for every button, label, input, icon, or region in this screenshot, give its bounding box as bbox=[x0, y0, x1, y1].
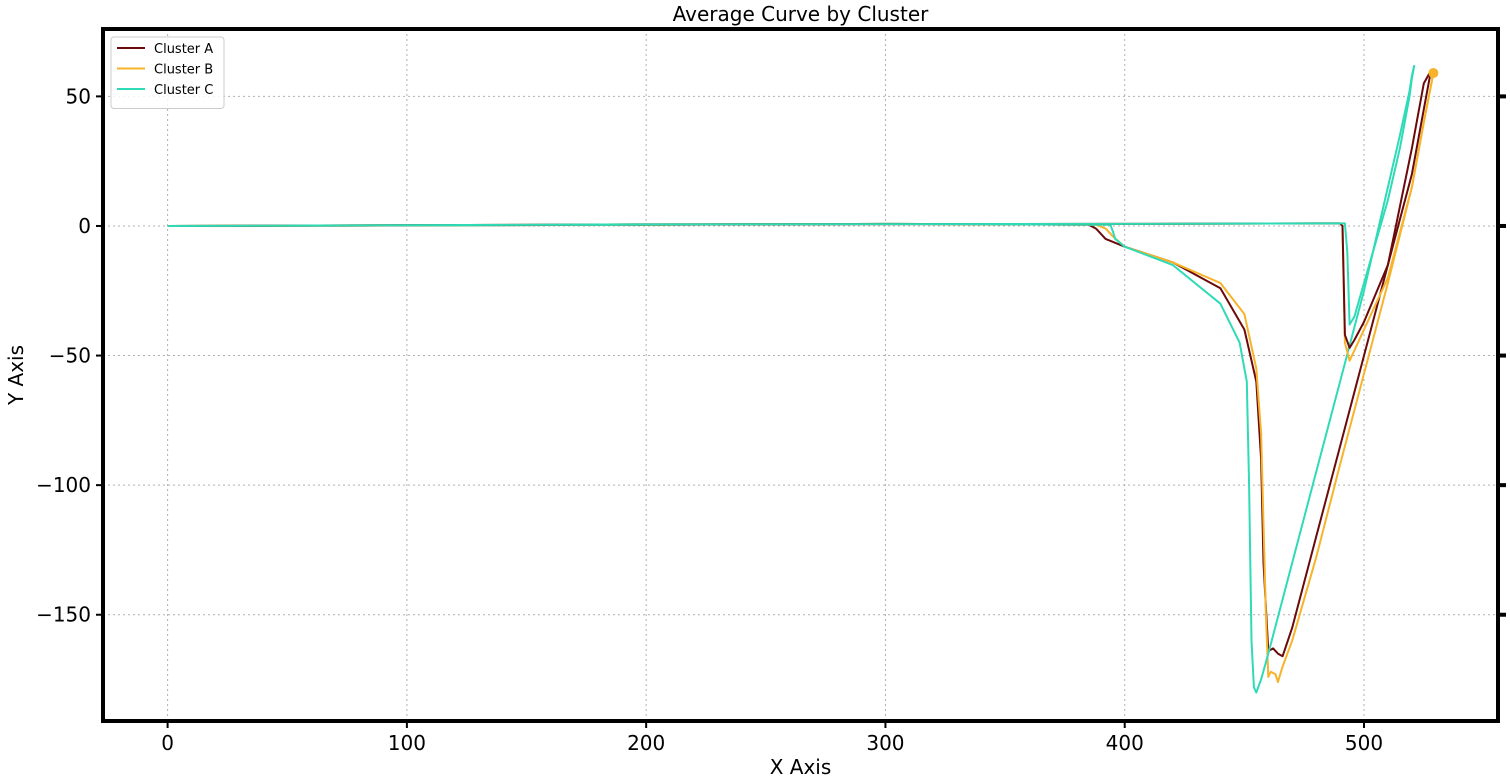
series-line-6 bbox=[167, 65, 1416, 326]
chart-title: Average Curve by Cluster bbox=[673, 2, 930, 26]
legend-label: Cluster B bbox=[154, 63, 213, 78]
series-end-point bbox=[1428, 68, 1439, 79]
plot-frame bbox=[101, 27, 1500, 723]
legend-label: Cluster C bbox=[154, 83, 213, 98]
legend-box bbox=[110, 36, 225, 109]
legend-label: Cluster A bbox=[154, 42, 213, 57]
x-tick-label: 200 bbox=[627, 731, 665, 755]
series-line-2 bbox=[167, 72, 1435, 684]
x-tick-label: 500 bbox=[1345, 731, 1383, 755]
y-tick-label: 0 bbox=[78, 214, 91, 238]
x-tick-label: 300 bbox=[866, 731, 904, 755]
series-line-3 bbox=[167, 65, 1416, 694]
y-tick-label: −50 bbox=[49, 344, 91, 368]
series-lines bbox=[167, 65, 1439, 694]
x-tick-label: 400 bbox=[1106, 731, 1144, 755]
series-line-1 bbox=[167, 70, 1432, 658]
x-axis-label: X Axis bbox=[770, 755, 832, 779]
series-line-5 bbox=[167, 70, 1432, 349]
grid bbox=[103, 29, 1498, 721]
x-tick-label: 0 bbox=[161, 731, 174, 755]
legend: Cluster A Cluster B Cluster C bbox=[110, 36, 225, 109]
y-axis-label: Y Axis bbox=[4, 345, 28, 406]
series-line-4 bbox=[167, 72, 1435, 362]
y-tick-label: −150 bbox=[36, 603, 91, 627]
y-tick-label: −100 bbox=[36, 473, 91, 497]
x-tick-label: 100 bbox=[388, 731, 426, 755]
y-tick-label: 50 bbox=[66, 84, 91, 108]
